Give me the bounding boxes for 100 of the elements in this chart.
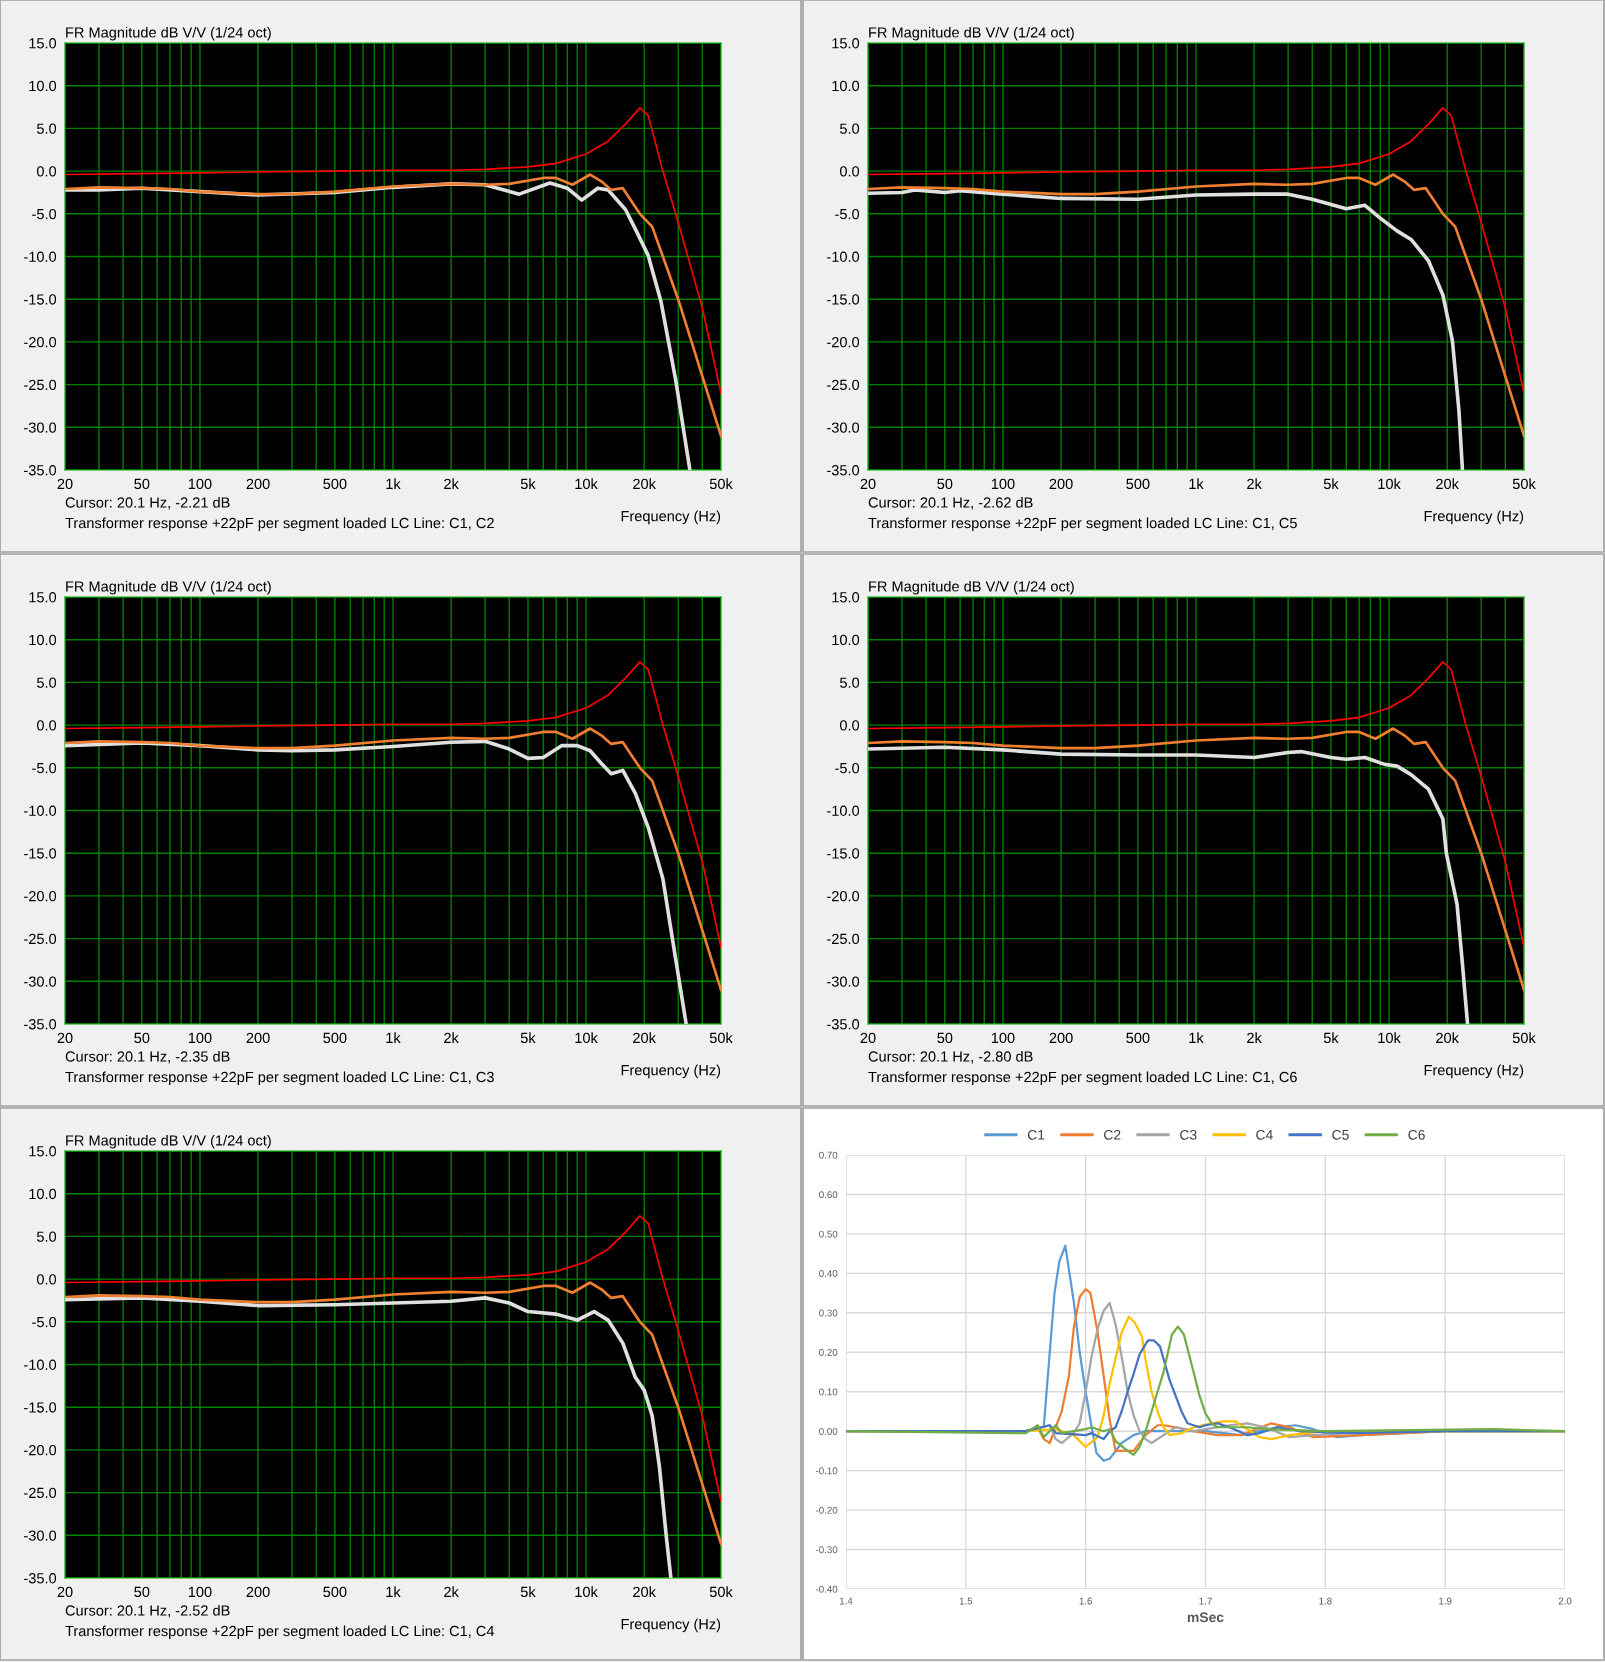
x-tick-label: 1k	[1189, 478, 1204, 489]
y-tick-label: -30.0	[24, 422, 57, 433]
x-tick-label: 50k	[1512, 478, 1536, 490]
y-tick-label: 0.10	[819, 1388, 838, 1396]
text: Transformer response +22pF per segment loaded LC Line: C1, C5	[868, 517, 1297, 532]
y-tick-label: -5.0	[32, 762, 57, 774]
legend-label: C5	[1332, 1129, 1349, 1140]
y-tick-label: 10.0	[29, 634, 57, 646]
y-tick-label: 15.0	[832, 38, 860, 49]
x-tick-label: 10k	[1378, 478, 1401, 490]
y-tick-label: -20.0	[827, 891, 860, 902]
y-tick-label: -0.10	[815, 1467, 838, 1475]
y-tick-label: -25.0	[24, 1487, 57, 1499]
x-tick-label: 50k	[1512, 1032, 1536, 1044]
legend-label: C1	[1027, 1129, 1045, 1140]
x-tick-label: 1.5	[959, 1597, 973, 1605]
x-tick-label: 500	[323, 478, 347, 490]
y-tick-label: -10.0	[827, 805, 860, 816]
y-tick-label: -15.0	[827, 848, 860, 859]
y-tick-label: 15.0	[29, 592, 57, 603]
y-tick-label: 0.60	[819, 1191, 838, 1199]
y-tick-label: -20.0	[24, 337, 57, 348]
y-tick-label: 0.20	[819, 1349, 838, 1356]
x-tick-label: 1k	[386, 1032, 401, 1043]
x-tick-label: 20k	[633, 478, 656, 490]
x-tick-label: 1.6	[1079, 1597, 1092, 1605]
legend-label: C4	[1256, 1129, 1273, 1140]
y-tick-label: -5.0	[32, 208, 57, 220]
y-tick-label: -15.0	[24, 1402, 57, 1413]
x-tick-label: 20	[57, 1032, 73, 1044]
y-tick-label: 5.0	[36, 123, 57, 134]
x-tick-label: 500	[323, 1586, 347, 1598]
x-axis-title: Frequency (Hz)	[1424, 510, 1524, 525]
y-tick-label: -20.0	[827, 337, 860, 348]
x-tick-label: 50k	[709, 1032, 733, 1044]
y-tick-label: -20.0	[24, 1445, 57, 1456]
x-tick-label: 200	[246, 1586, 270, 1598]
x-tick-label: 100	[991, 1032, 1015, 1044]
x-tick-label: 20k	[1436, 478, 1459, 490]
x-tick-label: 5k	[1323, 478, 1339, 490]
x-tick-label: 1k	[1189, 1032, 1204, 1043]
y-tick-label: -30.0	[827, 422, 860, 433]
x-tick-label: 2k	[444, 1586, 459, 1597]
legend-label: C2	[1104, 1129, 1121, 1140]
y-tick-label: -35.0	[827, 1019, 860, 1030]
x-tick-label: 500	[1126, 1032, 1150, 1044]
x-tick-label: 20	[57, 478, 73, 490]
x-tick-label: 200	[246, 478, 270, 490]
y-tick-label: 0.30	[819, 1309, 838, 1317]
y-tick-label: 0.0	[36, 166, 57, 177]
y-tick-label: -0.30	[815, 1546, 838, 1554]
y-tick-label: -0.20	[815, 1506, 838, 1514]
x-tick-label: 50	[937, 478, 953, 490]
x-tick-label: 200	[246, 1032, 270, 1044]
y-tick-label: -5.0	[32, 1316, 57, 1328]
y-tick-label: 0.0	[36, 1274, 57, 1285]
text: Transformer response +22pF per segment loaded LC Line: C1, C3	[65, 1071, 494, 1086]
text: Cursor: 20.1 Hz, -2.21 dB	[65, 496, 230, 510]
text: Cursor: 20.1 Hz, -2.52 dB	[65, 1604, 230, 1618]
y-tick-label: -15.0	[827, 294, 860, 305]
y-tick-label: -10.0	[24, 1359, 57, 1370]
x-tick-label: 20k	[1436, 1032, 1459, 1044]
y-tick-label: -10.0	[24, 805, 57, 816]
y-tick-label: 5.0	[839, 677, 860, 688]
x-tick-label: 1k	[386, 1586, 401, 1597]
y-tick-label: -20.0	[24, 891, 57, 902]
x-tick-label: 100	[188, 478, 212, 490]
legend-label: C6	[1408, 1129, 1425, 1140]
x-tick-label: 20	[860, 1032, 876, 1044]
x-axis-title: Frequency (Hz)	[1424, 1064, 1524, 1079]
x-tick-label: 2k	[1247, 478, 1262, 489]
y-tick-label: -35.0	[827, 465, 860, 476]
y-tick-label: -25.0	[24, 379, 57, 391]
x-tick-label: 5k	[520, 478, 536, 490]
x-tick-label: 10k	[575, 1586, 598, 1598]
y-tick-label: -35.0	[24, 465, 57, 476]
x-tick-label: 50k	[709, 478, 733, 490]
x-tick-label: 1.8	[1319, 1597, 1332, 1605]
x-tick-label: 2k	[1247, 1032, 1262, 1043]
y-tick-label: 10.0	[832, 634, 860, 646]
chart-title: FR Magnitude dB V/V (1/24 oct)	[869, 26, 1074, 41]
y-tick-label: -30.0	[24, 1530, 57, 1541]
y-tick-label: -0.40	[815, 1585, 838, 1593]
x-axis-title: mSec	[1187, 1612, 1224, 1623]
y-tick-label: 0.0	[36, 720, 57, 731]
x-tick-label: 100	[991, 478, 1015, 490]
text: Cursor: 20.1 Hz, -2.35 dB	[65, 1050, 230, 1064]
text: Transformer response +22pF per segment loaded LC Line: C1, C2	[65, 517, 494, 532]
x-axis-title: Frequency (Hz)	[621, 510, 721, 525]
y-tick-label: -25.0	[827, 933, 860, 945]
chart-title: FR Magnitude dB V/V (1/24 oct)	[66, 580, 271, 595]
y-tick-label: 5.0	[839, 123, 860, 134]
y-tick-label: -25.0	[24, 933, 57, 945]
y-tick-label: -5.0	[835, 208, 860, 220]
x-tick-label: 2k	[444, 478, 459, 489]
x-tick-label: 200	[1049, 478, 1073, 490]
y-tick-label: 0.0	[839, 720, 860, 731]
x-tick-label: 1k	[386, 478, 401, 489]
x-tick-label: 10k	[575, 478, 598, 490]
y-tick-label: 0.00	[819, 1427, 838, 1435]
